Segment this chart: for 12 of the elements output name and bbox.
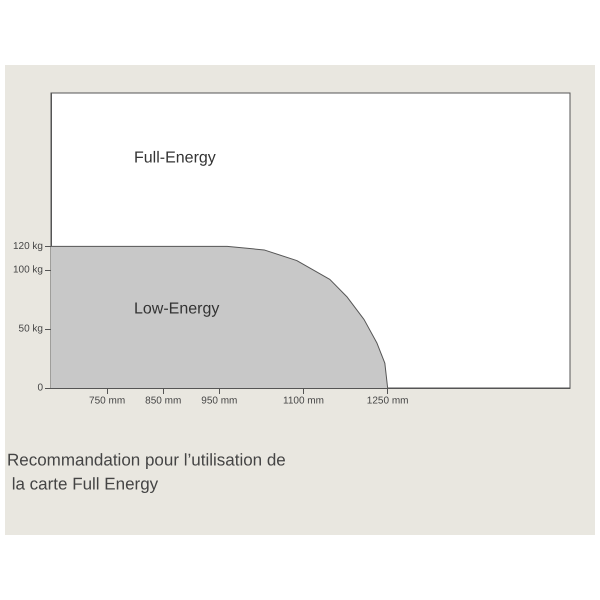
x-tick-label: 1100 mm bbox=[283, 396, 324, 406]
x-tick-label: 950 mm bbox=[201, 396, 238, 406]
text: Recommandation pour l’utilisation de la carte Full Energy bbox=[7, 450, 286, 494]
y-tick-label: 120 kg bbox=[12, 240, 43, 252]
y-tick-label: 0 bbox=[37, 382, 44, 394]
annotation: Full-Energy bbox=[134, 150, 216, 166]
x-tick-label: 850 mm bbox=[145, 396, 182, 406]
x-tick-label: 750 mm bbox=[89, 396, 126, 406]
annotation: Low-Energy bbox=[134, 300, 220, 318]
x-tick-label: 1250 mm bbox=[366, 396, 408, 406]
y-tick-label: 50 kg bbox=[18, 324, 43, 334]
y-tick-label: 100 kg bbox=[12, 264, 43, 276]
